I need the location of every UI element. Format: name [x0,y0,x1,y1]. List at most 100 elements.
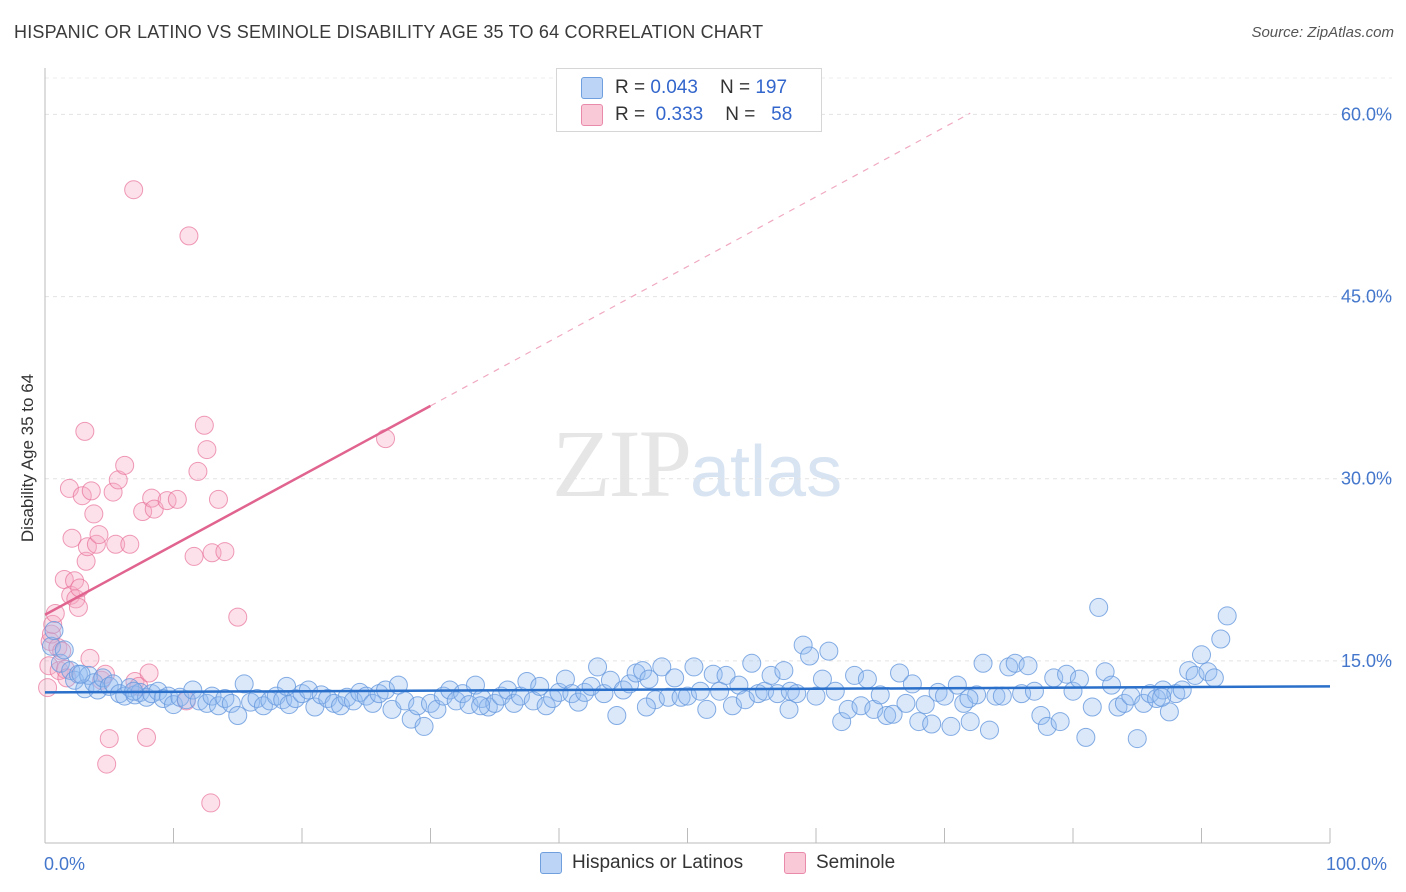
hispanic-point-153 [992,686,1012,706]
seminole-points [38,180,396,813]
hispanic-point-34 [228,706,248,725]
hispanic-point-167 [1082,697,1102,717]
hispanic-point-22 [153,689,173,708]
hispanic-point-193 [636,697,656,717]
legend-r-value-hispanic: 0.043 [650,77,698,98]
hispanic-point-135 [877,706,897,725]
hispanic-point-123 [800,646,820,666]
hispanic-point-14 [110,684,130,704]
series-legend: Hispanics or Latinos Seminole [0,852,1406,878]
hispanic-point-33 [221,693,241,713]
hispanic-point-107 [697,699,717,719]
legend-n-label: N = [719,77,751,98]
seminole-point-52 [215,542,235,562]
hispanic-point-3 [54,640,74,660]
hispanic-point-130 [845,665,865,685]
hispanic-point-187 [1211,629,1231,649]
hispanic-point-178 [1153,680,1173,700]
legend-n-value-hispanic: 197 [755,77,788,98]
seminole-point-4 [43,614,63,634]
seminole-point-55 [179,226,199,246]
seminole-point-7 [49,661,69,681]
seminole-point-0 [38,678,58,698]
seminole-point-18 [70,578,90,598]
hispanic-point-119 [774,661,794,681]
hispanic-point-188 [1217,606,1237,626]
hispanic-point-151 [979,720,999,740]
series-swatch-hispanic [540,852,562,874]
hispanic-point-68 [446,691,466,711]
seminole-point-17 [68,597,88,617]
seminole-point-43 [157,491,177,511]
hispanic-point-166 [1076,727,1096,747]
y-tick-label-45: 45.0% [1341,287,1392,307]
seminole-point-35 [120,534,140,554]
hispanic-point-137 [890,663,910,683]
hispanic-point-184 [1192,645,1211,665]
seminole-point-31 [103,482,123,502]
hispanic-point-27 [183,680,203,700]
hispanic-point-192 [471,696,491,716]
hispanic-point-171 [1108,697,1128,717]
correlation-legend: R = 0.043 N = 197 R = 0.333 N = 58 [556,68,822,132]
hispanic-point-191 [277,676,297,696]
seminole-point-54 [124,180,144,200]
hispanic-point-111 [722,696,742,716]
chart-title: HISPANIC OR LATINO VS SEMINOLE DISABILIT… [14,22,764,42]
hispanic-point-189 [71,664,91,684]
seminole-point-47 [188,461,208,481]
hispanic-point-146 [947,675,967,695]
hispanic-point-122 [793,635,813,655]
hispanic-point-172 [1114,693,1134,713]
hispanic-point-38 [253,696,273,716]
hispanic-point-180 [1166,684,1186,704]
seminole-point-44 [167,489,187,509]
hispanic-point-82 [536,696,556,716]
hispanic-point-51 [337,687,357,707]
hispanic-point-132 [857,669,877,689]
hispanic-point-179 [1159,702,1179,722]
hispanic-point-182 [1179,661,1199,681]
hispanic-point-110 [716,665,736,685]
seminole-point-40 [139,663,159,683]
hispanic-point-73 [478,697,498,717]
hispanic-point-134 [870,685,890,705]
hispanic-point-148 [960,712,980,732]
hispanic-point-163 [1057,664,1077,684]
hispanic-point-93 [607,706,627,725]
hispanic-point-77 [504,693,524,713]
hispanic-point-74 [485,693,505,713]
source-label: Source: ZipAtlas.com [1251,24,1394,41]
seminole-point-21 [76,551,96,571]
hispanic-point-128 [832,712,852,732]
hispanic-point-35 [234,674,254,694]
hispanic-point-124 [806,686,826,706]
y-tick-label-30: 30.0% [1341,469,1392,489]
hispanic-point-176 [1140,684,1160,704]
hispanic-point-56 [369,684,389,704]
trend-lines [44,112,1331,694]
hispanic-point-117 [761,665,781,685]
hispanic-point-113 [735,690,755,710]
hispanic-point-105 [684,657,704,677]
seminole-point-19 [72,486,92,506]
hispanic-point-162 [1050,712,1070,732]
series-legend-label-seminole: Seminole [816,852,896,873]
seminole-point-48 [194,415,214,435]
hispanic-point-1 [44,621,64,640]
hispanic-point-90 [588,657,608,677]
seminole-point-23 [80,648,100,668]
hispanic-point-196 [1152,687,1172,707]
seminole-point-51 [208,489,228,509]
hispanic-point-159 [1031,706,1051,725]
hispanic-point-154 [999,657,1019,677]
hispanic-point-170 [1102,675,1122,695]
seminole-point-39 [137,727,157,747]
seminole-point-38 [133,502,153,521]
hispanic-point-36 [241,692,261,712]
series-legend-hispanic: Hispanics or Latinos [540,852,743,874]
hispanic-point-138 [896,693,916,713]
axes [44,68,1331,844]
seminole-point-20 [75,421,95,441]
